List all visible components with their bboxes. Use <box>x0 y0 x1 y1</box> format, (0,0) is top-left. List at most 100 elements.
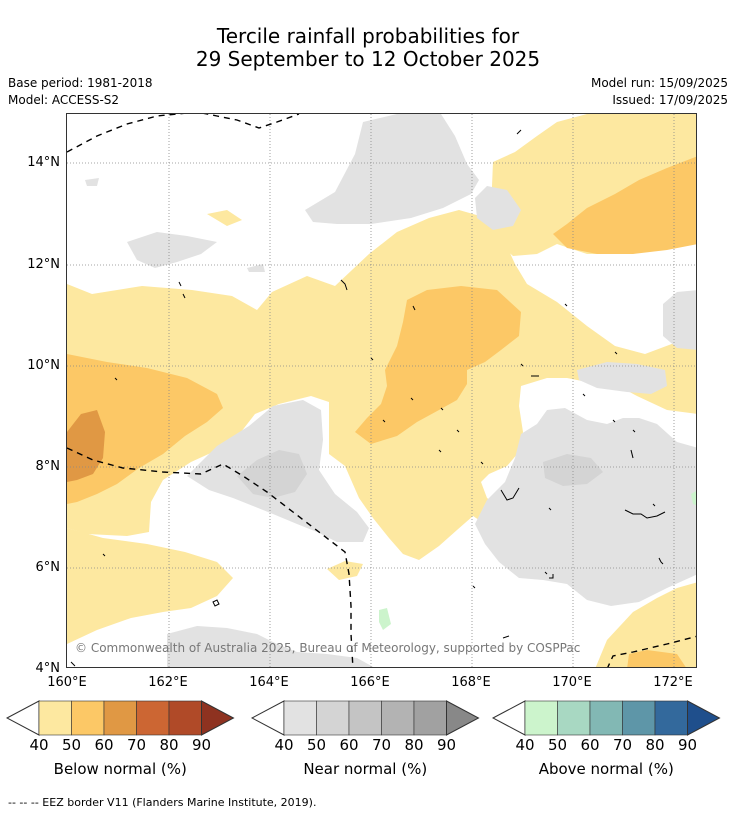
island-mark <box>438 449 442 453</box>
colorbar-segment <box>348 700 382 736</box>
colorbar-min-triangle <box>6 700 40 736</box>
island-mark <box>658 557 664 565</box>
lat-tick-label: 8°N <box>35 459 61 474</box>
island-mark <box>652 503 656 507</box>
coastlines <box>70 129 666 667</box>
colorbar-tick-label: 90 <box>677 736 698 754</box>
lat-tick-label: 10°N <box>27 358 60 373</box>
colorbar-segment <box>413 700 447 736</box>
green-region-east-edge <box>691 491 696 506</box>
map-canvas <box>67 114 696 667</box>
colorbar-tick-label: 70 <box>371 736 392 754</box>
colorbar-segment <box>557 700 591 736</box>
colorbar-min-triangle <box>492 700 526 736</box>
island-mark <box>612 419 616 423</box>
island-mark <box>456 429 460 433</box>
island-mark <box>114 377 118 381</box>
colorbar-segment <box>622 700 656 736</box>
model-run-text: Model run: 15/09/2025 <box>590 76 728 90</box>
grey-region-small-west <box>85 178 99 186</box>
colorbar-max-triangle <box>201 700 235 736</box>
island-mark <box>480 461 484 465</box>
colorbar-tick-label: 60 <box>339 736 359 754</box>
colorbar-tick-label: 80 <box>645 736 665 754</box>
island-mark <box>340 279 348 291</box>
map-title-line1: Tercile rainfall probabilities for <box>216 24 520 48</box>
island-mark <box>412 305 416 311</box>
orange-region-southeast <box>627 650 686 667</box>
island-mark <box>440 407 444 411</box>
island-mark <box>632 429 636 433</box>
island-mark <box>182 293 186 299</box>
grey-mid-region-east <box>543 454 603 486</box>
lat-tick-label: 12°N <box>27 257 60 272</box>
colorbar-segment <box>381 700 415 736</box>
island-mark <box>70 661 76 667</box>
colorbar-tick-label: 70 <box>126 736 147 754</box>
island-mark <box>382 419 386 423</box>
colorbar-tick-label: 50 <box>306 736 327 754</box>
yellow-region-west <box>67 210 696 560</box>
island-mark <box>520 363 524 367</box>
colorbar-segment <box>654 700 688 736</box>
lat-tick-label: 4°N <box>35 661 61 676</box>
colorbar-tick-label: 50 <box>547 736 568 754</box>
colorbar-tick-label: 60 <box>580 736 600 754</box>
island-mark <box>102 553 106 557</box>
colorbar-tick-label: 90 <box>436 736 457 754</box>
probability-map[interactable]: © Commonwealth of Australia 2025, Bureau… <box>66 113 697 668</box>
grey-region-small-center <box>247 264 265 272</box>
colorbar-segment <box>38 700 72 736</box>
near-normal-50-60-regions <box>237 450 603 498</box>
island-mark <box>582 393 586 397</box>
eez-border-central <box>67 447 354 667</box>
eez-footnote: -- -- -- EEZ border V11 (Flanders Marine… <box>8 796 317 809</box>
lon-tick-label: 170°E <box>552 675 592 690</box>
island-mark <box>548 507 552 511</box>
colorbar <box>6 700 235 736</box>
grey-region-northeast-blob <box>475 186 521 230</box>
base-period-text: Base period: 1981-2018 <box>8 76 153 90</box>
lat-tick-label: 6°N <box>35 560 61 575</box>
eez-border-southeast <box>607 635 696 667</box>
eez-borders <box>67 114 696 667</box>
island-mark <box>370 357 374 361</box>
island-mark <box>630 449 634 459</box>
grey-region-east-island <box>663 290 696 350</box>
island-mark <box>516 129 522 135</box>
green-region-south-patch <box>379 608 391 630</box>
grey-region-north-center <box>305 114 479 224</box>
colorbar-tick-label: 40 <box>515 736 535 754</box>
grey-region-northwest <box>127 232 217 268</box>
island-mark <box>624 509 666 519</box>
grey-region-southeast-large <box>475 408 696 606</box>
island-mark <box>472 585 476 589</box>
colorbar-segment <box>103 700 137 736</box>
colorbar-segment <box>136 700 170 736</box>
colorbar-max-triangle <box>446 700 480 736</box>
island-mark <box>502 635 510 639</box>
yellow-region-south-mid <box>327 561 363 580</box>
lon-tick-label: 172°E <box>653 675 693 690</box>
colorbar-tick-label: 80 <box>159 736 179 754</box>
lon-tick-label: 166°E <box>350 675 390 690</box>
colorbar-segment <box>316 700 350 736</box>
lat-tick-label: 14°N <box>27 155 60 170</box>
colorbar-segment <box>71 700 105 736</box>
colorbar-max-triangle <box>687 700 721 736</box>
colorbar-min-triangle <box>251 700 285 736</box>
orange-region-northeast <box>553 156 696 254</box>
colorbar-tick-label: 80 <box>404 736 424 754</box>
lon-tick-label: 162°E <box>148 675 188 690</box>
colorbar <box>492 700 721 736</box>
colorbar-tick-label: 50 <box>61 736 82 754</box>
colorbar-tick-label: 60 <box>94 736 114 754</box>
grey-region-east-band <box>577 362 667 394</box>
yellow-region-southwest <box>67 528 233 644</box>
below-normal-40-50-regions <box>67 114 696 667</box>
copyright-notice: © Commonwealth of Australia 2025, Bureau… <box>75 641 581 655</box>
darker-orange-region-west <box>67 410 105 482</box>
below-normal-50-60-regions <box>67 156 696 667</box>
colorbar-tick-label: 90 <box>191 736 212 754</box>
